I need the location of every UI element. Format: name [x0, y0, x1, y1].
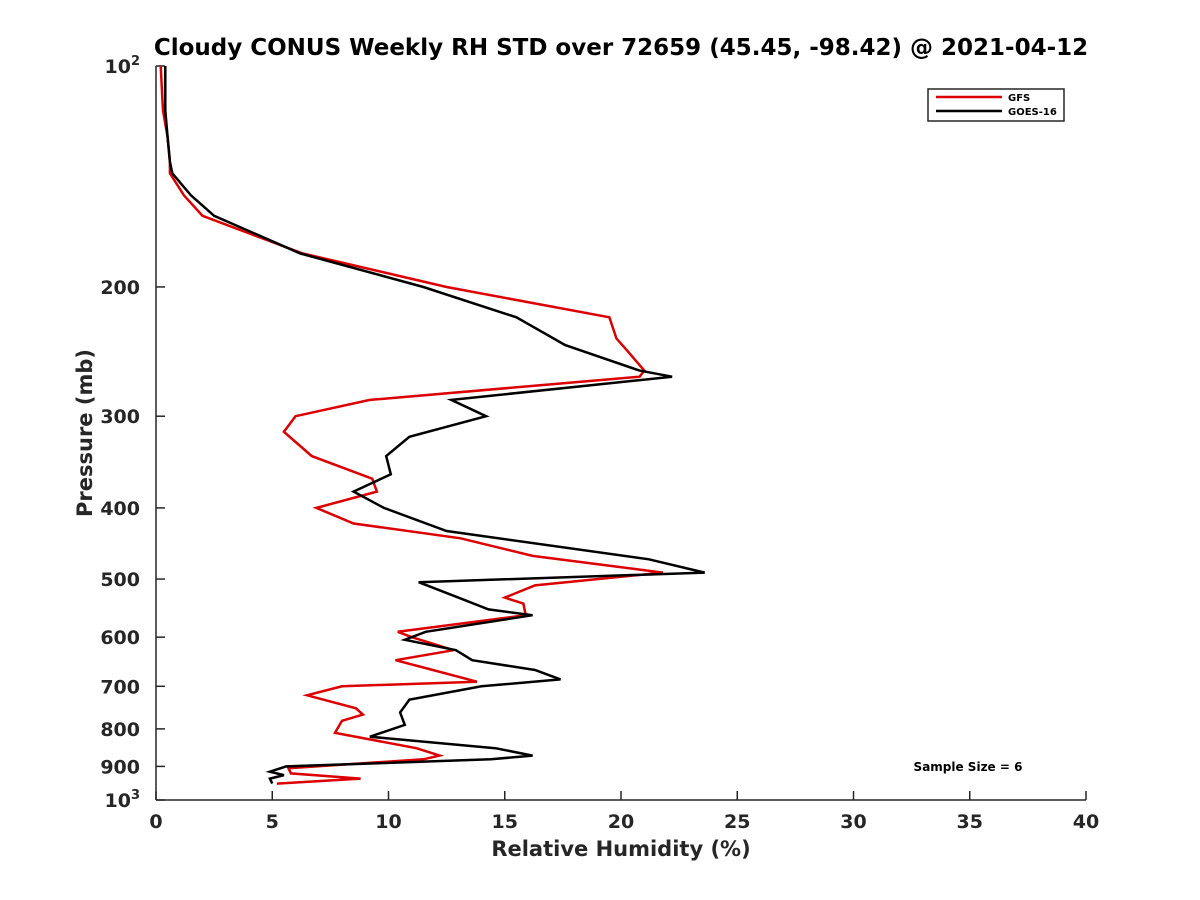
legend: GFS GOES-16 — [927, 88, 1065, 122]
x-axis-label: Relative Humidity (%) — [491, 837, 750, 861]
y-tick-label-base: 900 — [100, 756, 140, 778]
y-tick-label-base: 700 — [100, 676, 140, 698]
y-axis-label: Pressure (mb) — [73, 349, 97, 517]
x-axis-ticks: 0 5 10 15 20 25 30 35 40 — [149, 791, 1099, 833]
x-tick-label: 25 — [724, 811, 750, 833]
series-line-goes16 — [164, 66, 705, 785]
y-tick-label: 102 — [105, 54, 141, 78]
x-tick-label: 35 — [957, 811, 983, 833]
y-tick-label-base: 500 — [100, 569, 140, 591]
legend-label-goes16: GOES-16 — [1008, 107, 1057, 118]
x-tick-label: 30 — [840, 811, 866, 833]
x-tick-label: 20 — [608, 811, 634, 833]
legend-box — [927, 88, 1065, 122]
sample-size-annotation: Sample Size = 6 — [914, 760, 1023, 774]
y-tick-label: 103 — [105, 788, 141, 812]
y-tick-label: 600 — [100, 627, 140, 649]
y-tick-label: 200 — [100, 277, 140, 299]
y-tick-label-base: 10 — [105, 56, 131, 78]
y-tick-label-base: 800 — [100, 719, 140, 741]
y-tick-label: 500 — [100, 569, 140, 591]
y-tick-label: 700 — [100, 676, 140, 698]
x-tick-label: 15 — [492, 811, 518, 833]
y-tick-label: 800 — [100, 719, 140, 741]
y-tick-label-exponent: 2 — [131, 54, 140, 69]
x-tick-label: 40 — [1073, 811, 1099, 833]
x-tick-label: 10 — [375, 811, 401, 833]
series-line-gfs — [159, 65, 664, 785]
y-tick-label: 300 — [100, 406, 140, 428]
series-lines — [159, 65, 705, 785]
y-tick-label-base: 200 — [100, 277, 140, 299]
legend-label-gfs: GFS — [1008, 93, 1030, 104]
plot-area: 0 5 10 15 20 25 30 35 40 10220030040050060070080… — [100, 54, 1099, 833]
y-tick-label-base: 600 — [100, 627, 140, 649]
y-tick-label: 900 — [100, 756, 140, 778]
y-tick-label-base: 10 — [105, 790, 131, 812]
chart-title: Cloudy CONUS Weekly RH STD over 72659 (4… — [154, 35, 1088, 61]
y-tick-label-base: 300 — [100, 406, 140, 428]
y-tick-label-exponent: 3 — [131, 788, 140, 803]
y-tick-label: 400 — [100, 498, 140, 520]
y-tick-label-base: 400 — [100, 498, 140, 520]
x-tick-label: 5 — [266, 811, 279, 833]
x-tick-label: 0 — [149, 811, 162, 833]
